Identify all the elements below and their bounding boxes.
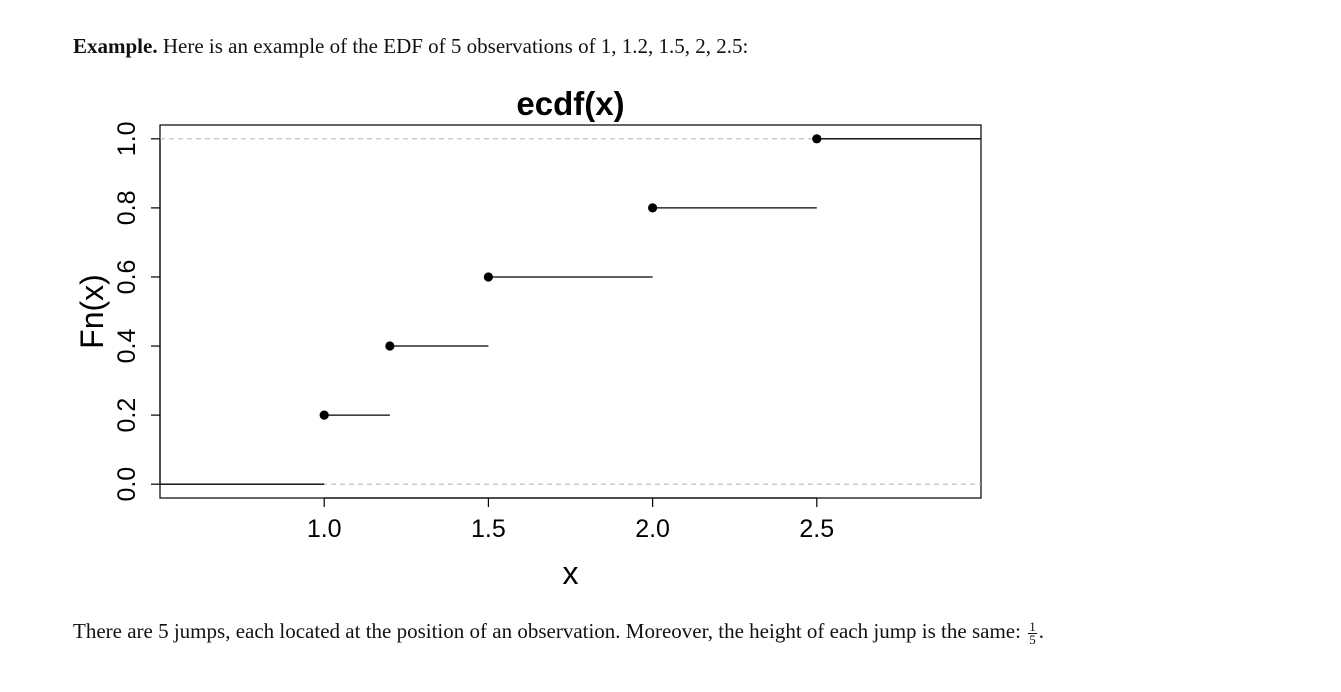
- data-point: [812, 134, 822, 144]
- y-axis-label: Fn(x): [74, 274, 110, 349]
- y-tick-label: 0.8: [113, 191, 141, 226]
- intro-paragraph: Example. Here is an example of the EDF o…: [73, 34, 748, 59]
- data-point: [319, 410, 329, 420]
- x-tick-label: 2.0: [635, 515, 670, 543]
- intro-bold-label: Example.: [73, 34, 158, 58]
- data-point: [483, 272, 493, 282]
- intro-text: Here is an example of the EDF of 5 obser…: [157, 34, 749, 58]
- data-point: [385, 341, 395, 351]
- x-tick-label: 1.0: [307, 515, 342, 543]
- y-tick-label: 0.4: [113, 329, 141, 364]
- y-tick-label: 0.0: [113, 467, 141, 502]
- fraction-denominator: 5: [1029, 631, 1036, 647]
- x-axis-label: x: [563, 555, 579, 591]
- outro-end: .: [1038, 619, 1044, 643]
- outro-paragraph: There are 5 jumps, each located at the p…: [73, 617, 1303, 646]
- fraction-numerator: 1: [1028, 618, 1037, 634]
- y-tick-label: 0.2: [113, 398, 141, 433]
- plot-frame: [159, 124, 982, 499]
- y-tick-label: 1.0: [113, 121, 141, 156]
- y-tick-label: 0.6: [113, 260, 141, 295]
- chart-title: ecdf(x): [516, 85, 624, 122]
- outro-text: There are 5 jumps, each located at the p…: [73, 619, 1021, 643]
- x-tick-label: 2.5: [799, 515, 834, 543]
- x-tick-label: 1.5: [471, 515, 506, 543]
- data-point: [648, 203, 658, 213]
